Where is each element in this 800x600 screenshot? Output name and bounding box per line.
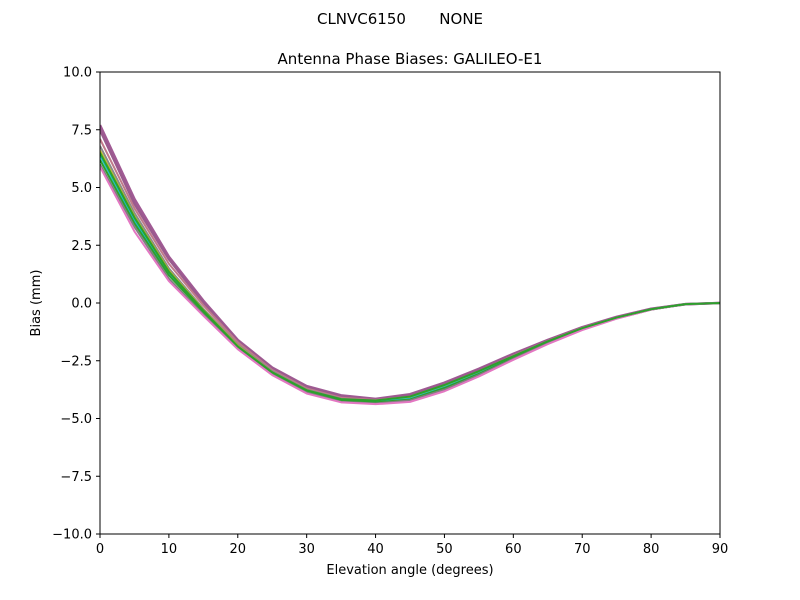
series-layer: [100, 124, 720, 406]
y-axis-label: Bias (mm): [29, 270, 44, 337]
x-axis-ticks: 0 10 20 30 40 50 60 70 80 90: [96, 534, 728, 557]
x-tick-label: 40: [367, 542, 384, 557]
series-line-10: [100, 152, 720, 402]
y-tick-label: 10.0: [63, 66, 92, 81]
y-axis-ticks: −10.0 −7.5 −5.0 −2.5 0.0 2.5 5.0 7.5 10.0: [52, 66, 100, 543]
y-tick-label: −7.5: [60, 470, 92, 485]
y-tick-label: −2.5: [60, 354, 92, 369]
x-tick-label: 10: [161, 542, 178, 557]
x-axis-label: Elevation angle (degrees): [326, 563, 493, 578]
y-tick-label: 0.0: [71, 297, 92, 312]
y-tick-label: −5.0: [60, 412, 92, 427]
y-tick-label: −10.0: [52, 528, 92, 543]
chart-title: Antenna Phase Biases: GALILEO-E1: [278, 50, 543, 68]
x-tick-label: 30: [298, 542, 315, 557]
y-tick-label: 2.5: [71, 239, 92, 254]
x-tick-label: 90: [712, 542, 729, 557]
y-tick-label: 7.5: [71, 123, 92, 138]
figure-suptitle: CLNVC6150 NONE: [317, 10, 483, 28]
x-tick-label: 80: [643, 542, 660, 557]
x-tick-label: 20: [230, 542, 247, 557]
x-tick-label: 70: [574, 542, 591, 557]
y-tick-label: 5.0: [71, 181, 92, 196]
x-tick-label: 60: [505, 542, 522, 557]
x-tick-label: 0: [96, 542, 104, 557]
x-tick-label: 50: [436, 542, 453, 557]
series-line-9: [100, 166, 720, 406]
